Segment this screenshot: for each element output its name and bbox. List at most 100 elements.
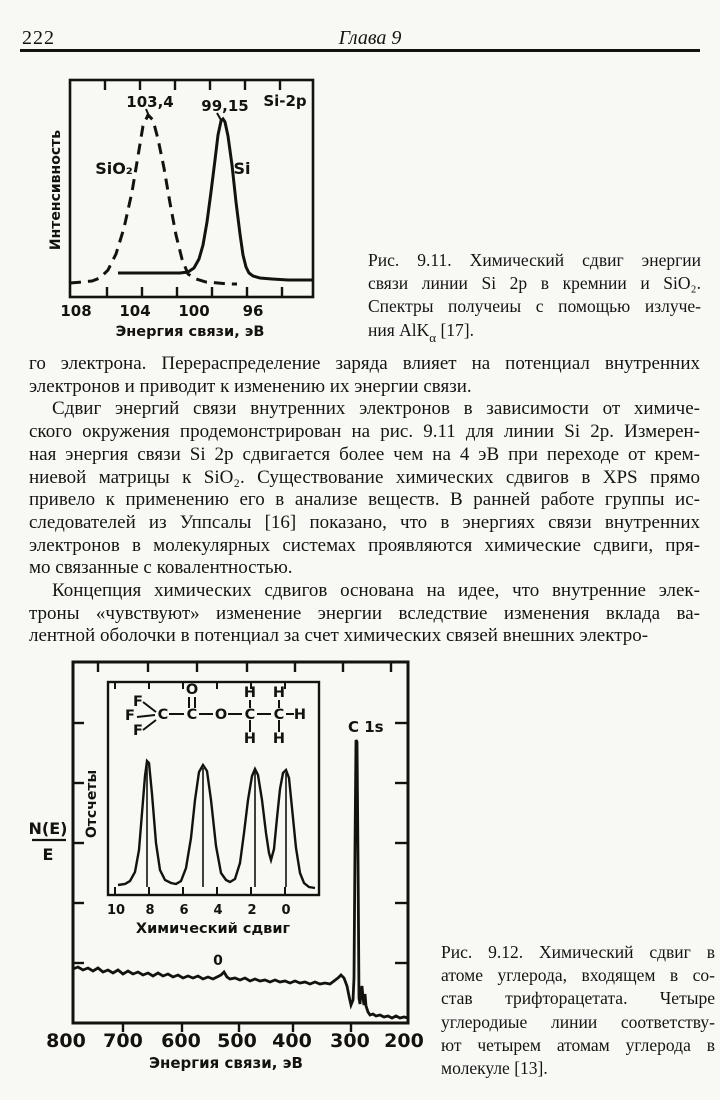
svg-text:200: 200 (384, 1030, 424, 1052)
body-line: троны «чувствуют» изменение энергии всле… (29, 602, 700, 624)
body-line: Концепция химических сдвигов основана на… (52, 580, 700, 602)
inset-peak-drop-lines (146, 764, 287, 887)
body-line: го электрона. Перераспределение заряда в… (29, 353, 700, 374)
inset-x-axis-label: Химический сдвиг (136, 921, 291, 937)
svg-text:500: 500 (217, 1030, 257, 1052)
si-solid-curve (118, 116, 313, 282)
atom-H: H (244, 685, 256, 701)
body-text: го электрона. Перераспределение заряда в… (29, 353, 700, 648)
atom-H: H (273, 731, 285, 747)
atom-F: F (125, 708, 135, 724)
fraction-numerator: N(E) (30, 819, 67, 838)
atom-H: H (244, 731, 256, 747)
header-rule (20, 49, 700, 52)
series-label-sio2: SiO₂ (95, 159, 133, 178)
x-axis-label: Энергия связи, эВ (116, 324, 265, 340)
inset-top-ticks (114, 683, 286, 689)
svg-text:400: 400 (272, 1030, 312, 1052)
body-line: ная энергия связи Si 2p сдвигается более… (29, 443, 700, 465)
body-line: привело к применению его в анализе вещес… (29, 489, 700, 511)
body-line: ниевой матрицы к SiO₂. Существование хим… (29, 466, 700, 488)
caption-line: ния AlKα [17]. (368, 319, 701, 349)
body-line: лентной оболочки в потенциал за счет хим… (29, 625, 649, 647)
svg-text:800: 800 (46, 1030, 86, 1052)
inset-x-tick-labels: 10 8 6 4 2 0 (107, 903, 291, 918)
x-axis-label: Энергия связи, эВ (149, 1054, 303, 1072)
atom-C: C (187, 707, 198, 723)
body-line: мо связанные с ковалентностью. (29, 557, 293, 579)
body-line: Сдвиг энергий связи внутренних электроно… (52, 398, 700, 420)
caption-line: Рис. 9.12. Химический сдвиг в (441, 942, 715, 962)
atom-H: H (273, 685, 285, 701)
molecule-bonds (136, 697, 294, 732)
atom-C: C (245, 707, 256, 723)
series-label-si: Si (233, 159, 250, 178)
caption-line: став трифторацетата. Четыре (441, 988, 715, 1009)
oxygen-peak-label: 0 (213, 953, 223, 969)
svg-text:8: 8 (145, 903, 154, 918)
chapter-header: Глава 9 (338, 27, 402, 49)
body-line: следователей из Уппсалы [16] показано, ч… (29, 511, 700, 533)
svg-text:300: 300 (330, 1030, 370, 1052)
molecule-structure: F F F C O C O C H H C H H H (125, 682, 306, 747)
atom-O: O (186, 682, 198, 698)
bottom-axis-ticks (121, 1024, 353, 1032)
alpha-subscript: α (429, 329, 437, 345)
svg-text:10: 10 (107, 903, 125, 918)
survey-spectrum-curve (72, 739, 409, 1020)
caption-text: ния AlK (368, 319, 430, 340)
svg-text:108: 108 (60, 302, 91, 320)
caption-line: атоме углерода, входящем в со- (441, 965, 715, 986)
peak2-value-label: 99,15 (201, 97, 248, 115)
caption-text: [17]. (436, 319, 475, 340)
left-axis-ticks (74, 721, 84, 965)
caption-line: ют четырем атомам углерода в (441, 1034, 715, 1055)
caption-line: связи линии Si 2p в кремнии и SiO₂. (368, 273, 701, 294)
caption-line: молекуле [13]. (441, 1058, 548, 1079)
svg-text:96: 96 (243, 302, 264, 320)
inset-frame (106, 680, 321, 897)
caption-line: Рис. 9.11. Химический сдвиг энергии (368, 250, 701, 270)
c1s-peak-label: C 1s (348, 718, 384, 736)
svg-text:700: 700 (103, 1030, 143, 1052)
atom-C: C (158, 707, 169, 723)
fraction-denominator: E (43, 845, 54, 864)
peak2-pointer (216, 112, 222, 121)
top-axis-ticks (103, 81, 282, 90)
caption-line: углеродиые линии соответству- (441, 1011, 715, 1032)
svg-text:100: 100 (178, 302, 209, 320)
bottom-axis-ticks (105, 287, 284, 296)
x-tick-labels: 108 104 100 96 (60, 302, 263, 320)
right-axis-ticks (395, 721, 407, 965)
body-line: электронов в молекулярных системах прояв… (29, 534, 700, 556)
svg-text:2: 2 (247, 903, 256, 918)
sio2-dashed-curve (69, 112, 237, 286)
peak1-value-label: 103,4 (126, 93, 173, 111)
svg-text:4: 4 (213, 903, 222, 918)
peak1-pointer (145, 108, 150, 117)
y-axis-label: Интенсивность (48, 130, 64, 250)
inset-y-axis-label: Отсчеты (84, 770, 100, 838)
molecule-atoms: F F F C O C O C H H C H H H (125, 682, 306, 747)
svg-text:6: 6 (179, 903, 188, 918)
top-axis-ticks (96, 663, 393, 672)
y-axis-fraction-label: N(E) E (30, 819, 67, 864)
caption-9-12: Рис. 9.12. Химический сдвиг в атоме угле… (441, 941, 715, 1080)
inset-spectrum-curve (117, 758, 316, 890)
figure-9-11-chart: 103,4 99,15 Si-2p SiO₂ Si Интенсивность … (48, 78, 315, 340)
inset-bottom-ticks (114, 887, 286, 894)
body-line: ского окружения продемонстрирован на рис… (29, 421, 700, 443)
svg-text:104: 104 (119, 302, 150, 320)
atom-C: C (274, 707, 285, 723)
body-line: электронов и приводит к изменению их эне… (29, 375, 472, 397)
svg-text:0: 0 (281, 903, 290, 918)
atom-F: F (133, 694, 143, 710)
x-tick-labels: 800 700 600 500 400 300 200 (46, 1030, 424, 1052)
caption-9-11: Рис. 9.11. Химический сдвиг энергии связ… (368, 249, 701, 349)
corner-label-si2p: Si-2p (263, 92, 307, 110)
atom-O: O (215, 707, 227, 723)
page-number: 222 (22, 27, 55, 49)
figure-9-12-chart: N(E) E 0 C 1s 10 8 6 4 2 0 Химический сд (30, 660, 424, 1072)
atom-H: H (294, 707, 306, 723)
plot-frame (68, 78, 315, 299)
